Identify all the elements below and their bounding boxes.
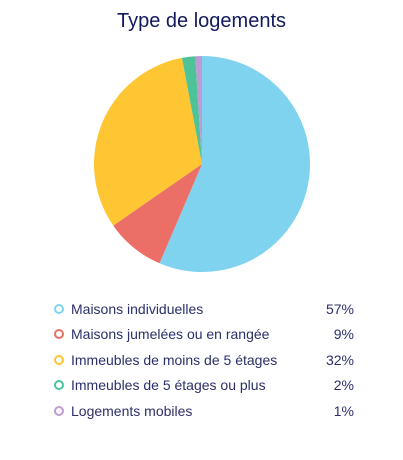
legend-value: 2%: [333, 377, 354, 394]
legend-marker-icon: [54, 405, 64, 416]
legend-item-maisons-individuelles[interactable]: Maisons individuelles 57%: [54, 296, 354, 322]
legend-value: 32%: [325, 351, 354, 368]
pie-chart: [90, 52, 314, 276]
pie-svg: [94, 56, 310, 272]
legend-label: Immeubles de moins de 5 étages: [71, 351, 278, 368]
legend-item-logements-mobiles[interactable]: Logements mobiles 1%: [54, 398, 354, 424]
legend-item-maisons-jumelees[interactable]: Maisons jumelées ou en rangée 9%: [54, 322, 354, 348]
legend-label: Immeubles de 5 étages ou plus: [71, 377, 266, 394]
legend-value: 57%: [325, 300, 354, 317]
legend-marker-icon: [54, 303, 64, 314]
chart-legend: Maisons individuelles 57% Maisons jumelées…: [54, 296, 354, 424]
legend-marker-icon: [54, 329, 64, 340]
legend-marker-icon: [54, 380, 64, 391]
pie-slice-immeubles-5-plus[interactable]: [181, 56, 202, 164]
pie-slice-immeubles-moins-5[interactable]: [94, 57, 202, 226]
pie-slice-maisons-individuelles[interactable]: [159, 56, 310, 272]
legend-item-immeubles-moins-5[interactable]: Immeubles de moins de 5 étages 32%: [54, 347, 354, 373]
pie-slices: [94, 56, 310, 272]
legend-value: 1%: [333, 402, 354, 419]
legend-label: Maisons jumelées ou en rangée: [71, 326, 270, 343]
legend-label: Logements mobiles: [71, 402, 193, 419]
legend-item-immeubles-5-plus[interactable]: Immeubles de 5 étages ou plus 2%: [54, 373, 354, 399]
legend-marker-icon: [54, 354, 64, 365]
pie-slice-maisons-jumelees[interactable]: [113, 164, 202, 264]
legend-label: Maisons individuelles: [71, 300, 204, 317]
legend-value: 9%: [333, 326, 354, 343]
pie-slice-logements-mobiles[interactable]: [195, 56, 202, 164]
chart-title: Type de logements: [117, 10, 286, 32]
